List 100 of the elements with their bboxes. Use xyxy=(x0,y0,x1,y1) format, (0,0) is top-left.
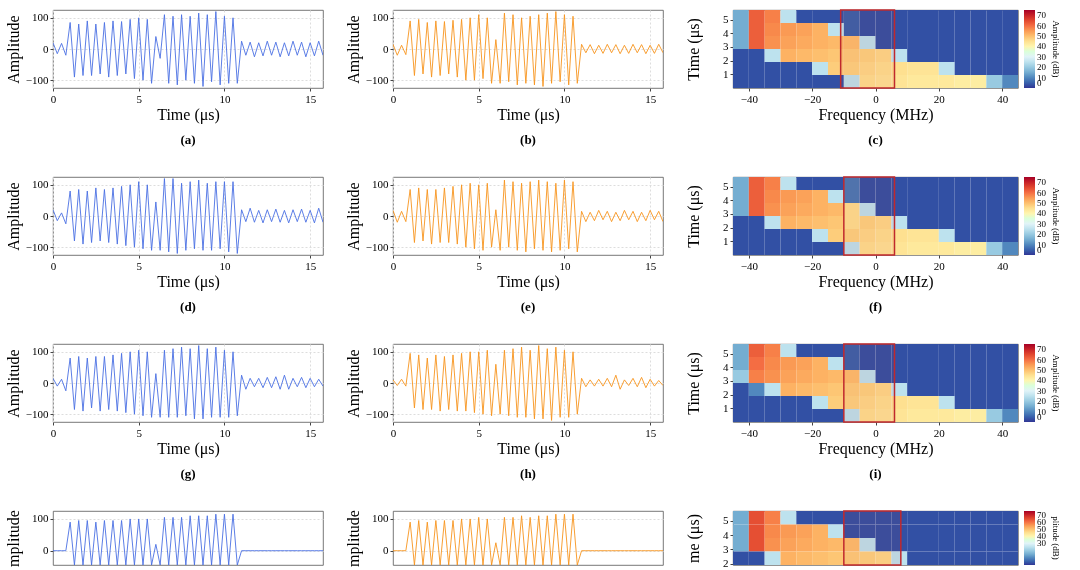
color-bar-label: 40 xyxy=(1037,375,1047,386)
line-series xyxy=(393,11,663,87)
y-tick-label: 0 xyxy=(43,42,49,55)
y-tick-label: 3 xyxy=(723,207,729,220)
y-tick-label: 0 xyxy=(383,376,389,389)
color-bar-label: 70 xyxy=(1037,177,1047,188)
color-bar-label: 20 xyxy=(1037,229,1047,240)
y-tick-label: 2 xyxy=(723,557,729,570)
y-tick-label: 0 xyxy=(43,209,49,222)
color-bar-label: 50 xyxy=(1037,198,1047,208)
y-axis-title: Amplitude xyxy=(4,349,23,418)
color-bar-title: plitude (dB) xyxy=(1051,516,1061,560)
x-tick-label: −40 xyxy=(740,426,759,439)
y-tick-label: −100 xyxy=(25,73,49,86)
y-tick-label: 100 xyxy=(32,11,49,24)
y-tick-label: 0 xyxy=(43,376,49,389)
line-series xyxy=(53,513,323,565)
text: (d) xyxy=(180,299,196,314)
color-bar-label: 50 xyxy=(1037,524,1047,534)
color-bar-label: 60 xyxy=(1037,187,1047,198)
x-tick-label: 0 xyxy=(873,259,880,272)
y-tick-label: 5 xyxy=(723,180,729,193)
y-tick-label: 1 xyxy=(723,401,729,414)
y-axis-title: Amplitude xyxy=(4,15,23,84)
text: (f) xyxy=(869,299,882,314)
x-axis-title: Frequency (MHz) xyxy=(818,272,934,291)
text: (g) xyxy=(180,466,196,481)
y-tick-label: 4 xyxy=(723,26,729,39)
x-tick-label: −40 xyxy=(740,259,759,272)
color-bar-label: 70 xyxy=(1037,344,1047,355)
x-tick-label: 40 xyxy=(997,259,1009,272)
line-series xyxy=(393,345,663,421)
x-tick-label: 15 xyxy=(645,92,657,105)
y-tick-label: 2 xyxy=(723,388,729,401)
y-tick-label: 4 xyxy=(723,528,729,541)
y-tick-label: 4 xyxy=(723,193,729,206)
y-axis-title: Amplitude xyxy=(4,182,23,251)
y-tick-label: 1 xyxy=(723,234,729,247)
line-series xyxy=(53,345,323,420)
x-tick-label: 0 xyxy=(873,426,880,439)
y-tick-label: 0 xyxy=(383,42,389,55)
y-tick-label: 100 xyxy=(372,11,389,24)
text: (i) xyxy=(869,466,882,481)
y-tick-label: 3 xyxy=(723,374,729,387)
x-axis-title: Time (μs) xyxy=(157,105,220,124)
x-tick-label: 20 xyxy=(933,259,946,272)
y-tick-label: 4 xyxy=(723,360,729,373)
y-tick-label: 5 xyxy=(723,514,729,527)
y-tick-label: −100 xyxy=(365,73,389,86)
y-axis-title: mplitude xyxy=(4,510,23,567)
x-tick-label: 10 xyxy=(219,92,231,105)
text: (a) xyxy=(180,132,196,147)
y-tick-label: 2 xyxy=(723,221,729,234)
y-tick-label: −100 xyxy=(365,240,389,253)
y-tick-label: 100 xyxy=(32,345,49,358)
text: (b) xyxy=(520,132,536,147)
x-tick-label: 5 xyxy=(476,426,483,439)
x-tick-label: −20 xyxy=(804,92,822,105)
color-bar-label: 20 xyxy=(1037,396,1047,407)
color-bar-title: Amplitude (dB) xyxy=(1051,20,1061,78)
x-tick-label: 40 xyxy=(997,92,1009,105)
color-bar-title: Amplitude (dB) xyxy=(1051,187,1061,245)
y-tick-label: 1 xyxy=(723,67,729,80)
x-tick-label: 15 xyxy=(305,259,317,272)
x-tick-label: 15 xyxy=(305,92,317,105)
x-tick-label: 0 xyxy=(873,92,880,105)
x-tick-label: 20 xyxy=(933,426,946,439)
y-axis-title: Time (μs) xyxy=(684,185,703,248)
x-tick-label: 5 xyxy=(136,92,143,105)
y-axis-title: me (μs) xyxy=(684,513,703,564)
color-bar-label: 30 xyxy=(1037,218,1047,229)
color-bar-title: Amplitude (dB) xyxy=(1051,354,1061,412)
y-tick-label: 3 xyxy=(723,542,729,555)
color-bar-label: 50 xyxy=(1037,365,1047,375)
y-axis-title: Amplitude xyxy=(344,182,363,251)
line-series xyxy=(53,178,323,254)
x-tick-label: 15 xyxy=(305,426,317,439)
x-tick-label: 10 xyxy=(559,426,571,439)
x-tick-label: 5 xyxy=(476,259,483,272)
color-bar-label: 20 xyxy=(1037,62,1047,73)
y-tick-label: 0 xyxy=(383,209,389,222)
y-tick-label: 100 xyxy=(372,345,389,358)
x-tick-label: 5 xyxy=(136,259,143,272)
x-axis-title: Time (μs) xyxy=(157,272,220,291)
x-tick-label: −20 xyxy=(804,259,822,272)
x-axis-title: Time (μs) xyxy=(157,439,220,458)
color-bar-label: 40 xyxy=(1037,41,1047,52)
x-tick-label: −40 xyxy=(740,92,759,105)
color-bar-label: 70 xyxy=(1037,10,1047,21)
x-tick-label: 5 xyxy=(136,426,143,439)
y-tick-label: 0 xyxy=(43,544,49,557)
y-tick-label: −100 xyxy=(25,407,49,420)
x-axis-title: Time (μs) xyxy=(497,439,560,458)
y-axis-title: Amplitude xyxy=(344,15,363,84)
x-axis-title: Time (μs) xyxy=(497,272,560,291)
x-tick-label: 15 xyxy=(645,259,657,272)
y-tick-label: 100 xyxy=(32,512,49,525)
y-tick-label: 5 xyxy=(723,13,729,26)
x-tick-label: 5 xyxy=(476,92,483,105)
y-tick-label: 100 xyxy=(372,512,389,525)
